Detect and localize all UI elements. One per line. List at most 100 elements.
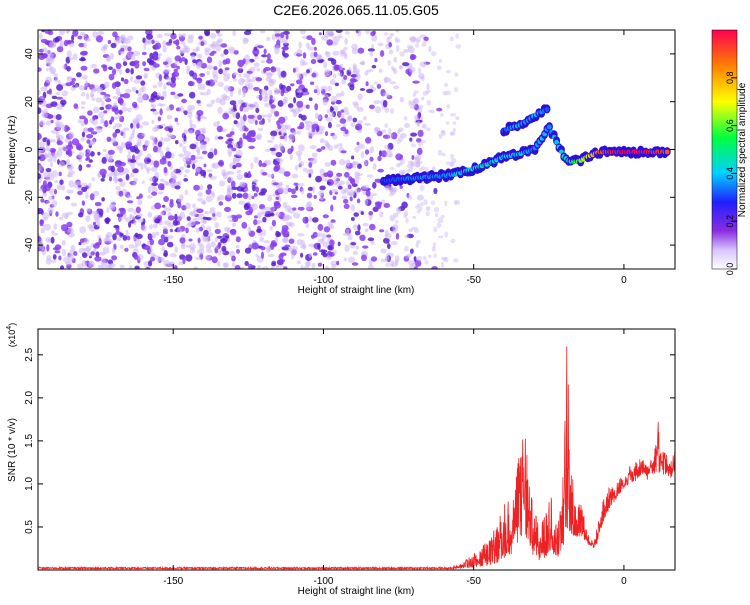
noise-speckle	[118, 124, 122, 128]
noise-speckle	[409, 166, 414, 172]
noise-speckle	[387, 60, 392, 66]
noise-speckle	[336, 172, 343, 177]
noise-speckle	[54, 180, 59, 184]
noise-speckle	[321, 233, 327, 240]
noise-speckle	[330, 204, 334, 212]
noise-speckle	[406, 253, 413, 258]
noise-speckle	[394, 36, 399, 43]
noise-speckle	[183, 174, 187, 178]
noise-speckle	[53, 156, 57, 163]
noise-speckle	[325, 51, 331, 58]
noise-speckle	[264, 102, 270, 108]
noise-speckle	[440, 256, 447, 261]
noise-speckle	[269, 99, 275, 103]
noise-speckle	[45, 237, 51, 243]
noise-speckle	[240, 115, 244, 123]
noise-speckle	[174, 213, 178, 221]
noise-speckle	[316, 148, 323, 153]
noise-speckle	[54, 36, 60, 43]
noise-speckle	[212, 162, 220, 169]
noise-speckle	[125, 141, 133, 148]
noise-speckle	[453, 258, 459, 263]
noise-speckle	[360, 211, 364, 216]
noise-speckle	[317, 243, 321, 250]
noise-speckle	[230, 228, 237, 236]
noise-speckle	[130, 54, 136, 61]
noise-speckle	[370, 256, 378, 262]
noise-speckle	[302, 88, 308, 93]
noise-speckle	[236, 193, 243, 199]
noise-speckle	[133, 79, 141, 84]
noise-speckle	[433, 206, 440, 213]
noise-speckle	[62, 248, 67, 257]
noise-speckle	[344, 53, 348, 60]
noise-speckle	[369, 156, 374, 162]
noise-speckle	[408, 100, 412, 107]
noise-speckle	[177, 93, 184, 97]
noise-speckle	[177, 227, 182, 233]
noise-speckle	[65, 158, 71, 166]
noise-speckle	[123, 78, 129, 85]
noise-speckle	[306, 261, 311, 267]
noise-speckle	[204, 254, 212, 259]
noise-speckle	[46, 139, 51, 146]
noise-speckle	[192, 203, 196, 209]
noise-speckle	[323, 172, 329, 177]
noise-speckle	[170, 75, 176, 83]
noise-speckle	[298, 163, 303, 169]
noise-speckle	[156, 255, 161, 263]
noise-speckle	[271, 219, 276, 227]
noise-speckle	[344, 171, 350, 178]
noise-speckle	[243, 73, 251, 78]
noise-speckle	[94, 201, 102, 207]
noise-speckle	[51, 170, 58, 178]
noise-speckle	[416, 209, 421, 214]
noise-speckle	[300, 252, 304, 258]
noise-speckle	[111, 247, 116, 255]
noise-speckle	[100, 91, 107, 96]
noise-speckle	[186, 164, 191, 168]
noise-speckle	[163, 69, 171, 73]
noise-speckle	[354, 230, 361, 236]
noise-speckle	[337, 241, 341, 247]
noise-speckle	[235, 236, 241, 243]
noise-speckle	[322, 214, 329, 219]
noise-speckle	[350, 155, 355, 160]
noise-speckle	[365, 30, 370, 35]
noise-speckle	[154, 202, 162, 210]
noise-speckle	[257, 220, 264, 224]
noise-speckle	[312, 252, 318, 256]
noise-speckle	[56, 84, 64, 91]
noise-speckle	[421, 96, 425, 101]
noise-speckle	[422, 255, 427, 261]
snr-frame	[37, 328, 676, 571]
noise-speckle	[232, 262, 236, 268]
noise-speckle	[232, 72, 239, 76]
noise-speckle	[260, 59, 265, 64]
noise-speckle	[415, 36, 422, 42]
noise-speckle	[291, 246, 298, 251]
noise-speckle	[90, 91, 94, 98]
noise-speckle	[333, 250, 337, 254]
noise-speckle	[159, 158, 167, 165]
noise-speckle	[183, 129, 189, 134]
noise-speckle	[162, 231, 169, 235]
noise-speckle	[149, 176, 155, 182]
noise-speckle	[312, 217, 319, 223]
noise-speckle	[92, 190, 100, 197]
noise-speckle	[184, 150, 192, 158]
noise-speckle	[149, 238, 155, 246]
noise-speckle	[414, 226, 419, 231]
noise-speckle	[282, 98, 287, 105]
noise-speckle	[132, 168, 139, 174]
noise-speckle	[163, 166, 168, 174]
noise-speckle	[264, 66, 271, 72]
noise-speckle	[196, 100, 201, 104]
noise-speckle	[332, 35, 340, 43]
noise-speckle	[218, 250, 222, 256]
noise-speckle	[395, 232, 400, 240]
noise-speckle	[344, 37, 349, 45]
noise-speckle	[344, 187, 349, 193]
noise-speckle	[59, 40, 64, 48]
noise-speckle	[265, 148, 270, 152]
